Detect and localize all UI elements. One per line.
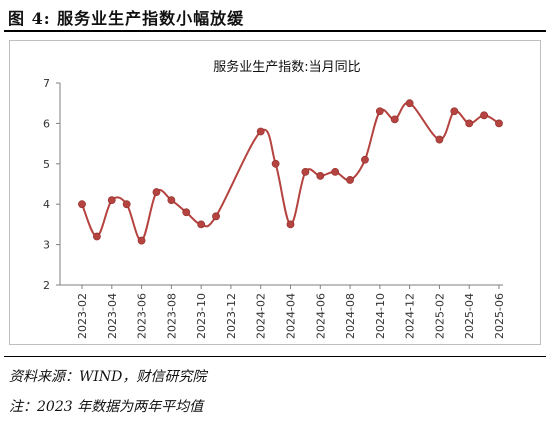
data-point [286, 220, 295, 229]
data-point [495, 119, 503, 128]
data-point [346, 176, 354, 184]
x-tick-label: 2024-04 [285, 293, 298, 339]
data-point [450, 107, 459, 116]
data-point [256, 127, 265, 136]
x-tick-label: 2025-02 [433, 293, 446, 339]
x-tick-label: 2024-12 [404, 293, 417, 339]
source-note: 资料来源：WIND，财信研究院 [9, 369, 207, 385]
chart-title: 服务业生产指数:当月同比 [213, 59, 360, 75]
data-point [197, 220, 206, 229]
x-tick-label: 2023-02 [76, 293, 89, 339]
data-point [271, 159, 280, 168]
x-tick-labels: 2023-02 2023-04 2023-06 2023-08 2023-10 2023-… [76, 285, 506, 339]
data-point [92, 232, 101, 241]
series-line [81, 101, 500, 242]
y-tick-label: 2 [43, 279, 50, 292]
y-tick-label: 6 [43, 117, 50, 130]
x-tick-label: 2023-04 [106, 293, 119, 339]
data-point [167, 196, 176, 205]
y-tick-label: 3 [43, 239, 50, 252]
data-point [107, 196, 116, 205]
x-tick-label: 2024-10 [374, 293, 387, 339]
data-point [465, 119, 474, 128]
data-point [212, 212, 220, 221]
bottom-rule [4, 356, 546, 357]
data-point [137, 236, 146, 245]
data-point [152, 188, 161, 196]
series-markers [78, 99, 503, 245]
data-point [361, 155, 369, 164]
data-point [78, 200, 86, 209]
data-point [182, 208, 191, 217]
data-point [316, 172, 325, 180]
data-point [375, 107, 384, 116]
x-tick-label: 2024-08 [344, 293, 357, 339]
axes [59, 83, 503, 286]
x-tick-label: 2025-06 [493, 293, 506, 339]
data-point [390, 115, 399, 124]
data-point [435, 135, 444, 144]
data-point [331, 167, 340, 176]
figure-title: 图 4: 服务业生产指数小幅放缓 [8, 9, 245, 28]
y-tick-labels: 2 3 4 5 6 7 [43, 77, 60, 292]
x-tick-label: 2025-04 [463, 293, 476, 339]
x-tick-label: 2023-12 [225, 293, 238, 339]
x-tick-label: 2023-08 [165, 293, 178, 339]
series-path [81, 101, 500, 242]
y-tick-label: 5 [43, 158, 50, 171]
x-tick-label: 2024-06 [314, 293, 327, 339]
footnote: 注：2023 年数据为两年平均值 [9, 399, 204, 415]
data-point [301, 167, 310, 176]
data-point [122, 200, 131, 209]
x-tick-label: 2023-06 [136, 293, 149, 339]
y-tick-label: 4 [43, 198, 50, 211]
data-point [480, 111, 489, 120]
x-tick-label: 2023-10 [195, 293, 208, 339]
top-rule [4, 30, 546, 32]
y-tick-label: 7 [43, 77, 50, 90]
data-point [405, 99, 414, 108]
x-tick-label: 2024-02 [255, 293, 268, 339]
